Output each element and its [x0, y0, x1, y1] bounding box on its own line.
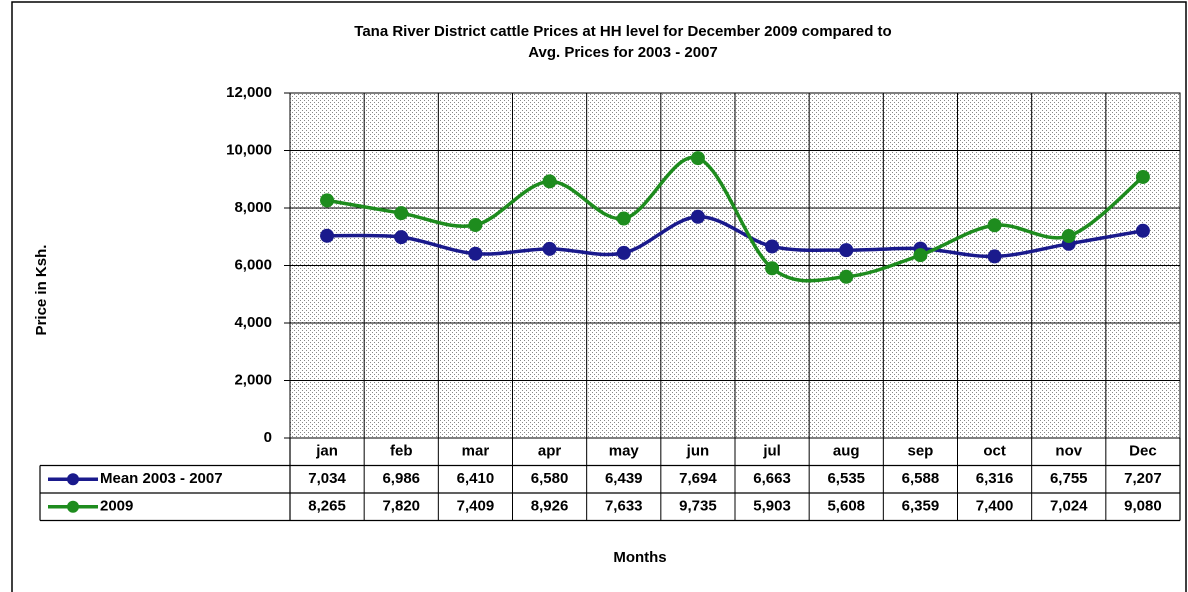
- x-tick-label: may: [609, 443, 640, 460]
- point: [1135, 169, 1150, 184]
- table-value: 6,580: [531, 470, 569, 487]
- frame: [11, 1, 1187, 592]
- y-tick-label: 0: [264, 429, 272, 446]
- point: [616, 245, 631, 260]
- table-value: 6,755: [1050, 470, 1088, 487]
- x-tick-label: feb: [390, 443, 413, 460]
- point: [690, 151, 705, 166]
- point: [320, 228, 335, 243]
- point: [542, 174, 557, 189]
- point: [320, 193, 335, 208]
- y-tick-label: 4,000: [234, 314, 272, 331]
- legend-label: 2009: [100, 498, 133, 515]
- table-value: 9,080: [1124, 498, 1162, 515]
- point: [1061, 229, 1076, 244]
- point: [913, 248, 928, 263]
- table-value: 5,903: [753, 498, 791, 515]
- point: [839, 243, 854, 258]
- table-value: 7,409: [457, 498, 495, 515]
- x-tick-label: mar: [462, 443, 490, 460]
- point: [468, 246, 483, 261]
- y-tick-label: 8,000: [234, 199, 272, 216]
- x-tick-label: jul: [762, 443, 781, 460]
- table-value: 7,024: [1050, 498, 1088, 515]
- point: [616, 211, 631, 226]
- x-tick-label: jan: [315, 443, 338, 460]
- table-value: 6,663: [753, 470, 791, 487]
- table-value: 8,265: [308, 498, 346, 515]
- point: [839, 269, 854, 284]
- table-value: 7,400: [976, 498, 1014, 515]
- point: [987, 249, 1002, 264]
- x-tick-label: sep: [907, 443, 933, 460]
- table-value: 6,588: [902, 470, 940, 487]
- x-tick-label: nov: [1055, 443, 1082, 460]
- table-value: 9,735: [679, 498, 717, 515]
- y-tick-label: 2,000: [234, 371, 272, 388]
- table-value: 6,986: [382, 470, 420, 487]
- x-tick-label: oct: [983, 443, 1006, 460]
- point: [690, 209, 705, 224]
- point: [468, 217, 483, 232]
- x-axis-label: Months: [613, 549, 666, 566]
- table-value: 6,410: [457, 470, 495, 487]
- point: [542, 241, 557, 256]
- y-tick-label: 6,000: [234, 256, 272, 273]
- table-value: 6,535: [827, 470, 865, 487]
- table-value: 7,633: [605, 498, 643, 515]
- x-tick-label: jun: [686, 443, 710, 460]
- point: [765, 261, 780, 276]
- table-value: 7,694: [679, 470, 717, 487]
- table-value: 6,359: [902, 498, 940, 515]
- legend-marker: [67, 473, 79, 486]
- table-value: 7,207: [1124, 470, 1162, 487]
- y-axis-label: Price in Ksh.: [33, 245, 50, 336]
- table-value: 6,439: [605, 470, 643, 487]
- table-value: 8,926: [531, 498, 569, 515]
- table-value: 7,820: [382, 498, 420, 515]
- y-tick-label: 12,000: [226, 84, 272, 101]
- y-tick-label: 10,000: [226, 141, 272, 158]
- point: [987, 218, 1002, 233]
- point: [394, 206, 409, 221]
- x-tick-label: apr: [538, 443, 562, 460]
- legend-marker: [67, 500, 79, 513]
- legend-label: Mean 2003 - 2007: [100, 470, 223, 487]
- chart-title: Tana River District cattle Prices at HH …: [354, 23, 891, 40]
- table-value: 7,034: [308, 470, 346, 487]
- table-value: 5,608: [827, 498, 865, 515]
- chart-subtitle: Avg. Prices for 2003 - 2007: [528, 44, 718, 61]
- table-value: 6,316: [976, 470, 1014, 487]
- x-tick-label: aug: [833, 443, 860, 460]
- point: [394, 230, 409, 245]
- point: [1135, 223, 1150, 238]
- point: [765, 239, 780, 254]
- x-tick-label: Dec: [1129, 443, 1157, 460]
